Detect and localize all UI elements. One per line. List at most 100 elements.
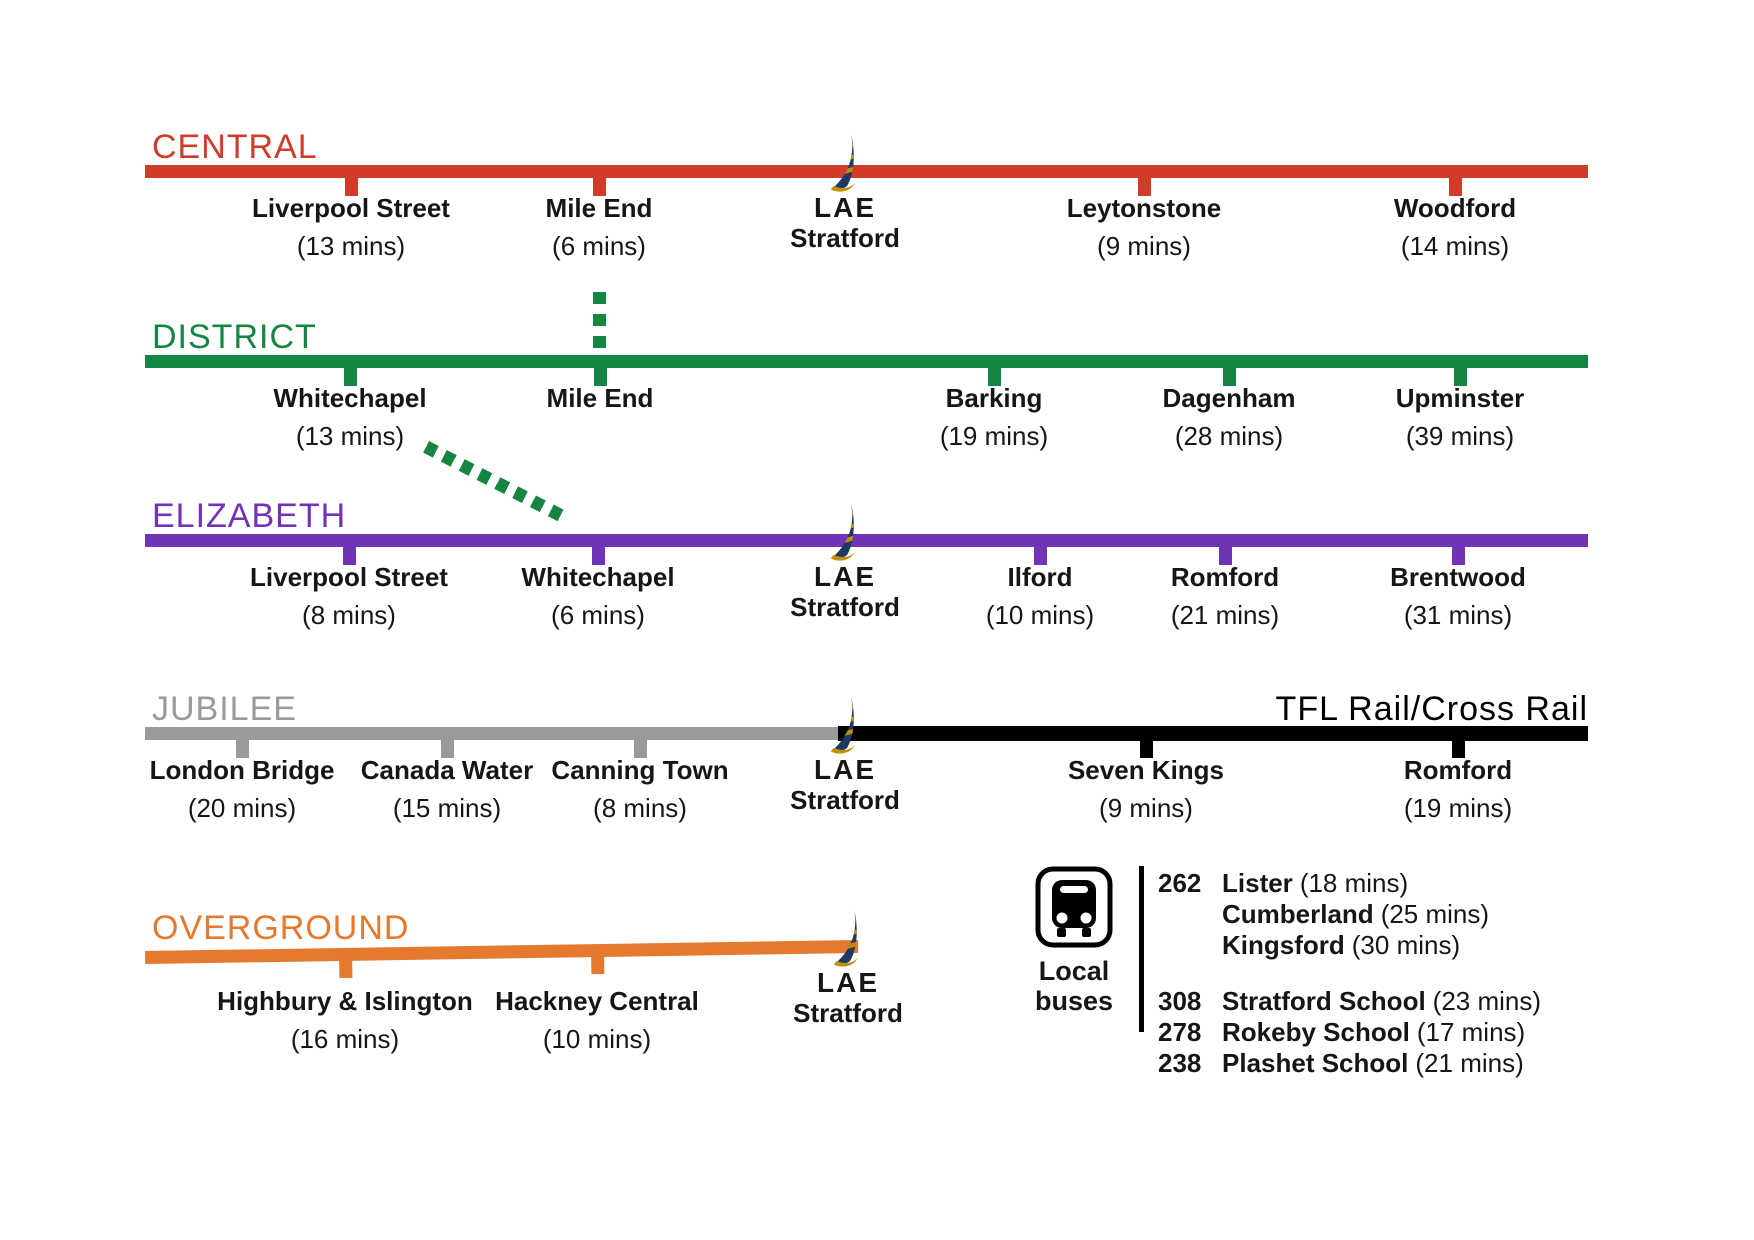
station-overground-highbury-islington: Highbury & Islington (16 mins) <box>217 958 473 1068</box>
lae-logo-icon <box>830 503 855 561</box>
bus-stop-time: (21 mins) <box>1415 1048 1524 1078</box>
station-time: (13 mins) <box>296 231 406 261</box>
bus-stop-row: Lister (18 mins) <box>1222 868 1408 899</box>
line-label-district: DISTRICT <box>152 318 317 356</box>
bus-stop-name: Stratford School <box>1222 986 1426 1016</box>
bus-stop-name: Rokeby School <box>1222 1017 1410 1047</box>
bus-stop-time: (23 mins) <box>1432 986 1542 1016</box>
station-time: (19 mins) <box>1403 793 1513 823</box>
station-name: Mile End <box>545 193 653 223</box>
station-tick <box>1454 365 1467 386</box>
station-time: (21 mins) <box>1170 600 1280 630</box>
bus-stop-row: Rokeby School (17 mins) <box>1222 1017 1525 1048</box>
station-tick <box>634 737 647 758</box>
station-name: Romford <box>1170 562 1280 592</box>
station-tick <box>594 365 607 386</box>
station-time: (13 mins) <box>295 421 405 451</box>
station-time: (9 mins) <box>1097 231 1191 261</box>
station-tick <box>441 737 454 758</box>
station-elizabeth-ilford: Ilford (10 mins) <box>915 534 1165 644</box>
station-central-liverpool-street: Liverpool Street (13 mins) <box>226 165 476 275</box>
station-central-leytonstone: Leytonstone (9 mins) <box>1019 165 1269 275</box>
station-name: Mile End <box>546 383 654 413</box>
local-buses-label-line2: buses <box>1034 986 1114 1016</box>
station-elizabeth-romford: Romford (21 mins) <box>1100 534 1350 644</box>
station-tick <box>343 544 356 565</box>
district-track <box>145 355 1588 368</box>
station-tick <box>1140 737 1153 758</box>
lae-sub: Stratford <box>790 223 900 253</box>
station-jubilee-canning-town: Canning Town (8 mins) <box>515 727 765 837</box>
station-tfl-romford: Romford (19 mins) <box>1333 727 1583 837</box>
station-time: (14 mins) <box>1400 231 1510 261</box>
lae-name: LAE <box>817 967 879 998</box>
bus-stop-row: Stratford School (23 mins) <box>1222 986 1541 1017</box>
station-tick <box>1138 175 1151 196</box>
station-district-dagenham: Dagenham (28 mins) <box>1104 355 1354 465</box>
station-name: Whitechapel <box>273 383 427 413</box>
interchange-dotted-mile-end <box>593 292 606 355</box>
station-time: (9 mins) <box>1099 793 1193 823</box>
station-tick <box>592 544 605 565</box>
station-overground-hackney-central: Hackney Central (10 mins) <box>472 958 722 1068</box>
lae-logo-icon <box>833 909 858 967</box>
station-tick <box>345 175 358 196</box>
station-name: Romford <box>1403 755 1513 785</box>
lae-stratford-marker-jubilee: LAE Stratford <box>735 696 955 857</box>
bus-stop-time: (17 mins) <box>1416 1017 1526 1047</box>
station-tick <box>1452 544 1465 565</box>
station-district-upminster: Upminster (39 mins) <box>1335 355 1585 465</box>
bus-stop-name: Kingsford <box>1222 930 1345 960</box>
line-label-elizabeth: ELIZABETH <box>152 497 347 535</box>
station-time: (28 mins) <box>1174 421 1284 451</box>
station-time: (10 mins) <box>542 1024 652 1054</box>
bus-stop-row: Plashet School (21 mins) <box>1222 1048 1524 1079</box>
station-tick <box>1034 544 1047 565</box>
station-district-mile-end: Mile End <box>475 355 725 465</box>
station-time: (20 mins) <box>187 793 297 823</box>
bus-route-278: 278 <box>1158 1017 1202 1047</box>
bus-section-divider <box>1139 866 1144 1032</box>
bus-stop-name: Cumberland <box>1222 899 1374 929</box>
elizabeth-track <box>145 534 1588 547</box>
lae-name: LAE <box>814 192 876 223</box>
bus-stop-time: (25 mins) <box>1380 899 1490 929</box>
tfl-rail-track <box>838 726 1588 741</box>
station-time: (16 mins) <box>290 1024 400 1054</box>
local-buses-label-line1: Local <box>1038 956 1110 986</box>
station-name: Liverpool Street <box>250 562 448 592</box>
station-name: Barking <box>945 383 1043 413</box>
station-tick <box>1219 544 1232 565</box>
station-elizabeth-brentwood: Brentwood (31 mins) <box>1333 534 1583 644</box>
station-tick <box>593 175 606 196</box>
station-tick <box>1449 175 1462 196</box>
station-name: Canada Water <box>360 755 534 785</box>
station-name: Liverpool Street <box>252 193 450 223</box>
station-jubilee-london-bridge: London Bridge (20 mins) <box>117 727 367 837</box>
lae-stratford-marker-central: LAE Stratford <box>735 134 955 295</box>
station-time: (19 mins) <box>939 421 1049 451</box>
lae-logo-icon <box>830 696 855 754</box>
lae-logo-icon <box>830 134 855 192</box>
station-time: (31 mins) <box>1403 600 1513 630</box>
station-time: (8 mins) <box>302 600 396 630</box>
station-tick <box>988 365 1001 386</box>
station-tick <box>1452 737 1465 758</box>
lae-sub: Stratford <box>790 785 900 815</box>
lae-stratford-marker-elizabeth: LAE Stratford <box>735 503 955 664</box>
station-name: Upminster <box>1395 383 1525 413</box>
station-tick <box>1223 365 1236 386</box>
lae-sub: Stratford <box>790 592 900 622</box>
bus-stop-name: Lister <box>1222 868 1293 898</box>
station-district-whitechapel: Whitechapel (13 mins) <box>225 355 475 465</box>
station-central-mile-end: Mile End (6 mins) <box>474 165 724 275</box>
station-name: Whitechapel <box>521 562 675 592</box>
lae-sub: Stratford <box>793 998 903 1028</box>
station-time: (6 mins) <box>552 231 646 261</box>
station-name: Highbury & Islington <box>217 986 473 1016</box>
bus-route-238: 238 <box>1158 1048 1202 1078</box>
station-elizabeth-liverpool-street: Liverpool Street (8 mins) <box>224 534 474 644</box>
bus-stop-row: Cumberland (25 mins) <box>1222 899 1489 930</box>
station-tfl-seven-kings: Seven Kings (9 mins) <box>1021 727 1271 837</box>
station-time: (10 mins) <box>985 600 1095 630</box>
